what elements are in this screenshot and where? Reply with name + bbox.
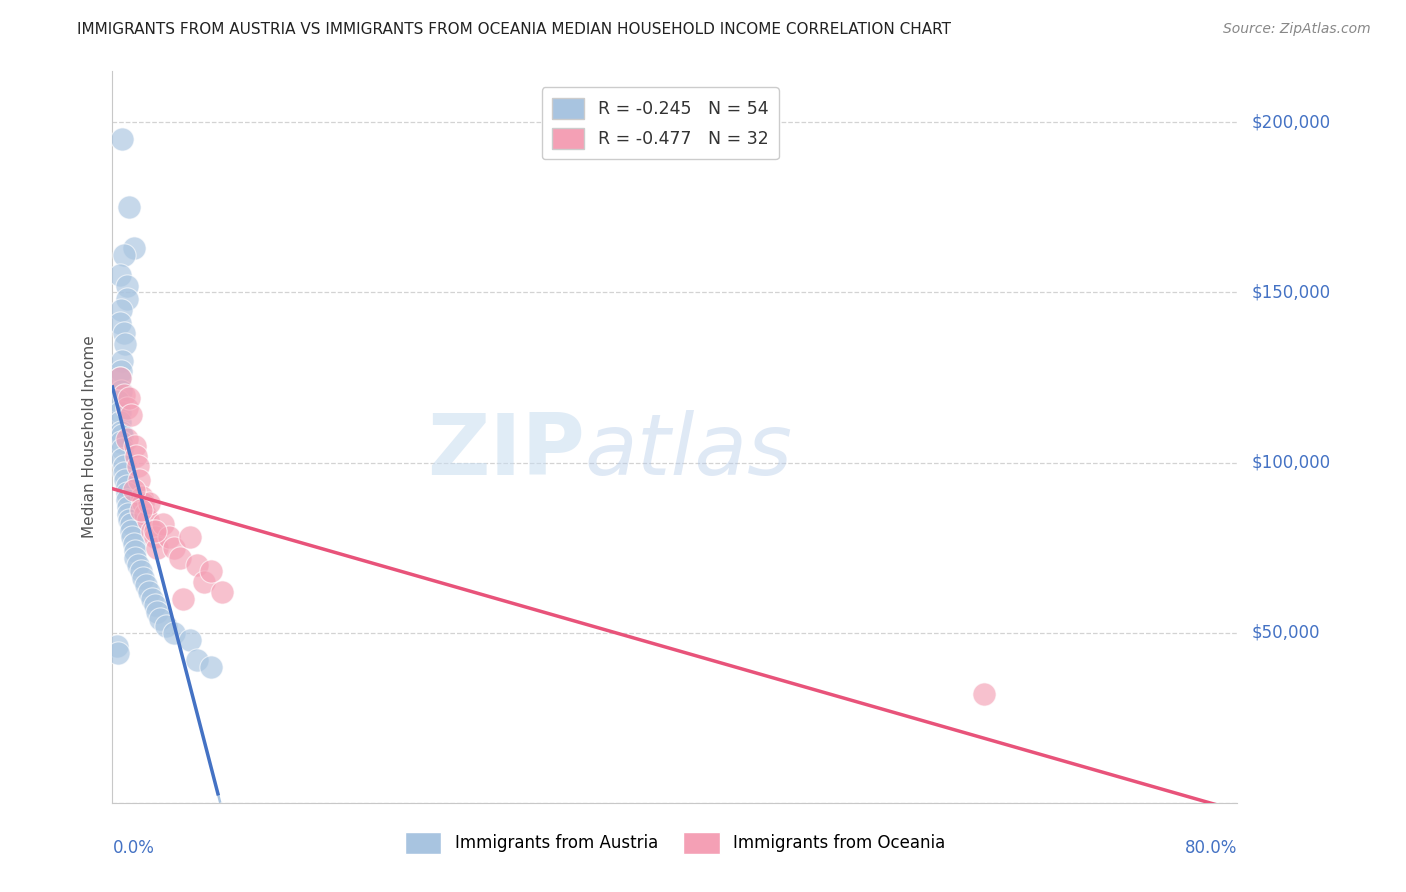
Point	[112, 326, 135, 341]
Point	[125, 449, 148, 463]
Point	[186, 653, 208, 667]
Point	[111, 442, 134, 456]
Point	[117, 507, 139, 521]
Point	[108, 415, 131, 429]
Point	[211, 585, 233, 599]
Point	[120, 516, 142, 531]
Point	[110, 435, 132, 450]
Point	[107, 646, 129, 660]
Point	[146, 541, 169, 555]
Point	[169, 550, 191, 565]
Point	[127, 558, 149, 572]
Text: atlas: atlas	[585, 410, 793, 493]
Point	[128, 473, 150, 487]
Text: $150,000: $150,000	[1251, 284, 1330, 301]
Point	[143, 524, 166, 538]
Point	[120, 408, 142, 422]
Point	[111, 428, 134, 442]
Point	[141, 524, 163, 538]
Point	[118, 391, 141, 405]
Text: $50,000: $50,000	[1251, 624, 1320, 641]
Point	[107, 394, 129, 409]
Point	[200, 659, 222, 673]
Point	[134, 507, 156, 521]
Text: 80.0%: 80.0%	[1185, 839, 1237, 857]
Point	[110, 302, 132, 317]
Point	[129, 503, 152, 517]
Point	[105, 640, 128, 654]
Point	[973, 687, 995, 701]
Point	[115, 278, 138, 293]
Point	[136, 513, 159, 527]
Point	[193, 574, 215, 589]
Point	[146, 605, 169, 619]
Text: Source: ZipAtlas.com: Source: ZipAtlas.com	[1223, 22, 1371, 37]
Point	[179, 632, 201, 647]
Point	[115, 432, 138, 446]
Point	[110, 384, 132, 399]
Point	[118, 201, 141, 215]
Point	[112, 466, 135, 480]
Point	[110, 364, 132, 378]
Point	[112, 458, 135, 473]
Point	[118, 513, 141, 527]
Y-axis label: Median Household Income: Median Household Income	[82, 335, 97, 539]
Point	[110, 425, 132, 439]
Point	[108, 370, 131, 384]
Point	[115, 486, 138, 500]
Point	[200, 565, 222, 579]
Point	[124, 550, 146, 565]
Point	[132, 496, 155, 510]
Point	[117, 500, 139, 514]
Text: ZIP: ZIP	[427, 410, 585, 493]
Point	[124, 544, 146, 558]
Point	[141, 591, 163, 606]
Text: $200,000: $200,000	[1251, 113, 1330, 131]
Point	[186, 558, 208, 572]
Point	[149, 612, 172, 626]
Point	[157, 531, 180, 545]
Point	[163, 625, 186, 640]
Text: IMMIGRANTS FROM AUSTRIA VS IMMIGRANTS FROM OCEANIA MEDIAN HOUSEHOLD INCOME CORRE: IMMIGRANTS FROM AUSTRIA VS IMMIGRANTS FR…	[77, 22, 952, 37]
Legend: Immigrants from Austria, Immigrants from Oceania: Immigrants from Austria, Immigrants from…	[398, 826, 952, 860]
Point	[179, 531, 201, 545]
Point	[111, 132, 134, 146]
Point	[122, 537, 145, 551]
Point	[127, 458, 149, 473]
Point	[143, 531, 166, 545]
Point	[124, 439, 146, 453]
Point	[131, 490, 153, 504]
Point	[115, 401, 138, 416]
Point	[115, 293, 138, 307]
Point	[114, 336, 136, 351]
Point	[143, 599, 166, 613]
Point	[163, 541, 186, 555]
Point	[129, 565, 152, 579]
Point	[152, 516, 174, 531]
Text: 0.0%: 0.0%	[112, 839, 155, 857]
Point	[111, 452, 134, 467]
Point	[135, 578, 157, 592]
Point	[121, 531, 143, 545]
Point	[115, 493, 138, 508]
Point	[112, 387, 135, 401]
Point	[155, 619, 177, 633]
Point	[132, 571, 155, 585]
Point	[114, 473, 136, 487]
Text: $100,000: $100,000	[1251, 454, 1330, 472]
Point	[108, 268, 131, 283]
Point	[115, 479, 138, 493]
Point	[172, 591, 194, 606]
Point	[138, 585, 160, 599]
Point	[108, 404, 131, 418]
Point	[120, 524, 142, 538]
Point	[138, 496, 160, 510]
Point	[108, 316, 131, 330]
Point	[122, 241, 145, 255]
Point	[122, 483, 145, 497]
Point	[108, 370, 131, 384]
Point	[112, 248, 135, 262]
Point	[111, 353, 134, 368]
